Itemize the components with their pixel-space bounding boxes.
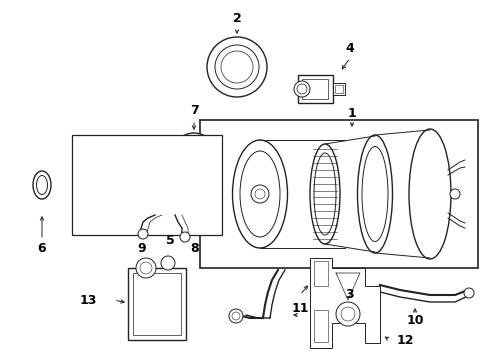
Circle shape [99,171,111,183]
Circle shape [172,133,216,177]
Text: 9: 9 [138,242,147,255]
Circle shape [255,189,265,199]
Text: 8: 8 [191,242,199,255]
Ellipse shape [358,135,392,253]
Text: 10: 10 [406,314,424,327]
Text: 7: 7 [190,104,198,117]
Text: 13: 13 [79,293,97,306]
Bar [298,75,333,103]
Circle shape [341,307,355,321]
Circle shape [207,37,267,97]
Circle shape [294,81,310,97]
Circle shape [126,158,134,166]
Circle shape [229,309,243,323]
Text: 2: 2 [233,12,242,24]
Circle shape [215,45,259,89]
Circle shape [136,258,156,278]
Ellipse shape [33,171,51,199]
Circle shape [221,51,253,83]
Circle shape [297,84,307,94]
Circle shape [179,140,209,170]
Circle shape [180,232,190,242]
Text: 1: 1 [347,107,356,120]
Ellipse shape [310,144,340,244]
Text: 12: 12 [396,333,414,346]
Polygon shape [310,258,380,348]
Ellipse shape [362,147,388,242]
Bar [200,120,478,268]
Circle shape [336,302,360,326]
Circle shape [232,312,240,320]
Bar [335,85,343,93]
Ellipse shape [36,176,48,194]
Bar [128,268,186,340]
Ellipse shape [84,171,96,191]
Ellipse shape [240,151,280,237]
Circle shape [251,185,269,203]
Circle shape [138,229,148,239]
Bar [314,310,328,342]
Text: 5: 5 [166,234,174,247]
Bar [333,83,345,95]
Bar [314,261,328,286]
Bar [302,79,328,99]
Ellipse shape [81,166,99,196]
Text: 4: 4 [345,41,354,54]
Circle shape [450,189,460,199]
Circle shape [464,288,474,298]
Bar [133,273,181,335]
Ellipse shape [163,147,181,179]
Ellipse shape [314,153,336,235]
Text: 3: 3 [345,288,354,302]
Ellipse shape [232,140,288,248]
Text: 6: 6 [38,242,47,255]
Circle shape [161,256,175,270]
Ellipse shape [409,129,451,259]
Bar [72,135,222,235]
Circle shape [140,262,152,274]
Text: 11: 11 [291,302,309,315]
